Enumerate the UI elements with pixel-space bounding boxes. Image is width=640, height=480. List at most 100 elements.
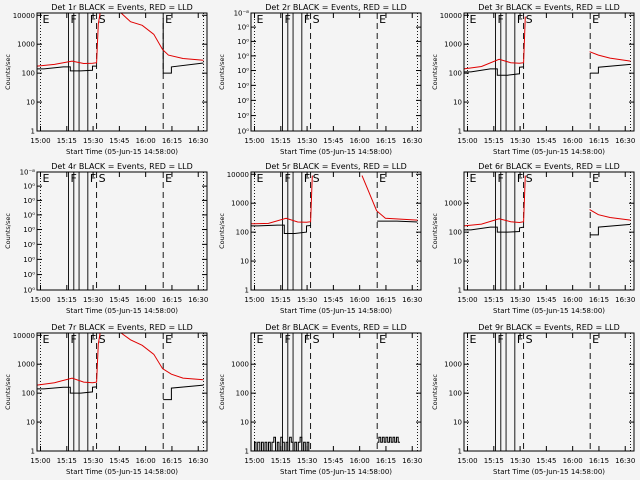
panel-det9r: Det 9r BLACK = Events, RED = LLD Counts/s…: [431, 323, 635, 476]
y-tick-label: 100: [22, 390, 35, 398]
series-line-events: [251, 224, 311, 234]
y-tick-label: 10⁰: [23, 183, 35, 191]
x-tick-label: 15:15: [57, 457, 77, 465]
marker-label-e: E: [165, 333, 172, 346]
y-tick-label: 1000: [17, 41, 35, 49]
x-tick-label: 15:30: [297, 296, 317, 304]
y-tick-label: 1: [31, 448, 35, 456]
x-tick-label: 16:15: [376, 137, 396, 145]
marker-label-s: S: [313, 172, 320, 185]
x-tick-label: 15:45: [536, 296, 556, 304]
x-tick-label: 16:00: [350, 296, 370, 304]
plot-frame: [463, 171, 635, 291]
x-tick-label: 15:00: [457, 457, 477, 465]
y-tick-label: 10⁰: [23, 287, 35, 295]
series-line-events: [590, 223, 631, 236]
plot-frame: [36, 171, 208, 291]
panel-title: Det 4r BLACK = Events, RED = LLD: [51, 162, 193, 171]
y-axis-label: Counts/sec: [431, 374, 439, 410]
y-tick-label: 1: [31, 128, 35, 136]
y-tick-label: 100: [236, 390, 249, 398]
x-tick-label: 16:00: [136, 296, 156, 304]
marker-label-s: S: [313, 13, 320, 26]
y-tick-label: 1000: [231, 200, 249, 208]
panel-det6r: Det 6r BLACK = Events, RED = LLD Counts/s…: [431, 162, 635, 315]
panel-title: Det 8r BLACK = Events, RED = LLD: [265, 323, 407, 332]
marker-label-e: E: [592, 172, 599, 185]
x-tick-label: 16:00: [350, 457, 370, 465]
y-tick-label: 10: [240, 419, 249, 427]
marker-label-s: S: [526, 172, 533, 185]
marker-label-e: E: [379, 13, 386, 26]
y-tick-label: 10: [453, 99, 462, 107]
series-line-lld: [589, 209, 631, 221]
panel-det5r: Det 5r BLACK = Events, RED = LLD Counts/s…: [218, 162, 422, 315]
plot-frame: [463, 12, 635, 132]
x-tick-label: 15:45: [109, 137, 129, 145]
x-tick-label: 16:15: [162, 137, 182, 145]
y-axis-label: Counts/sec: [431, 54, 439, 90]
x-tick-label: 16:15: [589, 137, 609, 145]
y-tick-label: 100: [236, 229, 249, 237]
x-tick-label: 15:30: [83, 457, 103, 465]
y-tick-label: 10⁻⁸: [20, 169, 36, 177]
x-axis-label: Start Time (05-Jun-15 14:58:00): [66, 468, 178, 476]
y-tick-label: 10⁰: [237, 82, 249, 90]
plot-frame: [36, 332, 208, 452]
series-line-lld: [463, 16, 526, 70]
x-tick-label: 16:30: [615, 137, 635, 145]
y-axis-label: Counts/sec: [4, 54, 12, 90]
y-tick-label: 1: [245, 448, 249, 456]
panel-det3r: Det 3r BLACK = Events, RED = LLD Counts/s…: [431, 3, 635, 156]
x-axis-label: Start Time (05-Jun-15 14:58:00): [66, 307, 178, 315]
y-tick-label: 1: [458, 128, 462, 136]
y-tick-label: 10⁰: [237, 52, 249, 60]
y-tick-label: 10⁰: [23, 271, 35, 279]
x-tick-label: 15:45: [536, 457, 556, 465]
x-tick-label: 15:15: [484, 137, 504, 145]
y-tick-label: 10⁻⁸: [234, 10, 250, 18]
x-tick-label: 15:00: [30, 457, 50, 465]
panel-title: Det 3r BLACK = Events, RED = LLD: [478, 3, 620, 12]
plot-frame: [250, 332, 422, 452]
panel-det4r: Det 4r BLACK = Events, RED = LLD Counts/s…: [4, 162, 208, 315]
marker-label-e: E: [379, 333, 386, 346]
y-tick-label: 10⁰: [237, 112, 249, 120]
series-line-events: [464, 66, 524, 76]
x-axis-label: Start Time (05-Jun-15 14:58:00): [493, 148, 605, 156]
series-line-events: [464, 226, 524, 233]
series-line-events: [590, 63, 631, 74]
y-tick-label: 100: [449, 229, 462, 237]
x-tick-label: 15:00: [30, 137, 50, 145]
marker-label-e: E: [257, 13, 264, 26]
marker-label-f: F: [517, 333, 523, 346]
x-tick-label: 16:00: [350, 137, 370, 145]
x-tick-label: 16:15: [589, 296, 609, 304]
y-axis-label: Counts/sec: [218, 213, 226, 249]
x-tick-label: 15:15: [484, 296, 504, 304]
x-axis-label: Start Time (05-Jun-15 14:58:00): [493, 307, 605, 315]
series-line-lld: [36, 332, 101, 386]
marker-label-s: S: [526, 13, 533, 26]
y-tick-label: 10⁰: [237, 97, 249, 105]
x-tick-label: 15:45: [536, 137, 556, 145]
series-line-events: [377, 436, 400, 443]
y-tick-label: 10⁰: [23, 226, 35, 234]
x-tick-label: 15:30: [510, 296, 530, 304]
x-tick-label: 15:45: [323, 457, 343, 465]
x-tick-label: 16:30: [188, 457, 208, 465]
x-tick-label: 15:30: [510, 457, 530, 465]
y-tick-label: 10⁰: [23, 197, 35, 205]
y-axis-label: Counts/sec: [4, 213, 12, 249]
x-tick-label: 15:30: [297, 137, 317, 145]
x-tick-label: 15:00: [244, 137, 264, 145]
x-tick-label: 15:00: [30, 296, 50, 304]
marker-label-f: F: [90, 172, 96, 185]
x-axis-label: Start Time (05-Jun-15 14:58:00): [66, 148, 178, 156]
marker-label-e: E: [470, 333, 477, 346]
marker-label-f: F: [90, 13, 96, 26]
series-line-lld: [589, 51, 631, 62]
series-line-lld: [120, 12, 204, 61]
y-axis-label: Counts/sec: [218, 374, 226, 410]
